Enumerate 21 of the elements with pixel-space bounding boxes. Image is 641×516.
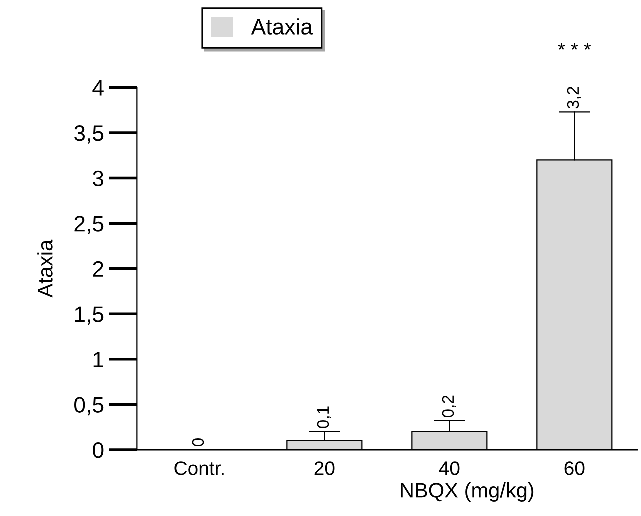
x-axis-title: NBQX (mg/kg) [401, 482, 534, 502]
data-label: 3,2 [567, 87, 582, 109]
x-tick-label: 40 [439, 462, 460, 476]
text: * * * [558, 43, 592, 50]
y-tick-label: 3 [93, 170, 104, 187]
x-tick-label: 60 [564, 462, 585, 476]
x-tick-label: 20 [314, 462, 335, 476]
y-tick-label: 0 [93, 442, 104, 458]
legend-label: Ataxia [251, 18, 314, 35]
data-label: 0,1 [317, 406, 332, 428]
data-label: 0 [192, 438, 204, 447]
y-tick-label: 1 [94, 352, 104, 368]
y-tick-label: 3,5 [74, 126, 104, 144]
y-tick-label: 4 [92, 80, 104, 96]
y-tick-label: 2,5 [74, 216, 104, 234]
y-axis-title: Ataxia [38, 240, 53, 298]
y-tick-label: 2 [93, 261, 104, 277]
data-label: 0,2 [442, 396, 456, 418]
y-tick-label: 0,5 [74, 397, 104, 416]
y-tick-label: 1,5 [75, 306, 104, 326]
x-tick-label: Contr. [174, 462, 224, 476]
